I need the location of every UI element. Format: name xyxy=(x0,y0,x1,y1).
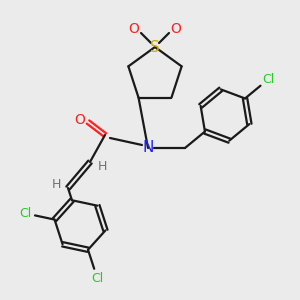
Text: Cl: Cl xyxy=(262,73,274,86)
Text: O: O xyxy=(75,113,86,127)
Text: Cl: Cl xyxy=(19,207,32,220)
Text: H: H xyxy=(51,178,61,190)
Text: S: S xyxy=(150,40,160,55)
Text: N: N xyxy=(142,140,154,155)
Text: Cl: Cl xyxy=(91,272,104,285)
Text: O: O xyxy=(129,22,140,36)
Text: H: H xyxy=(97,160,107,172)
Text: O: O xyxy=(171,22,182,36)
